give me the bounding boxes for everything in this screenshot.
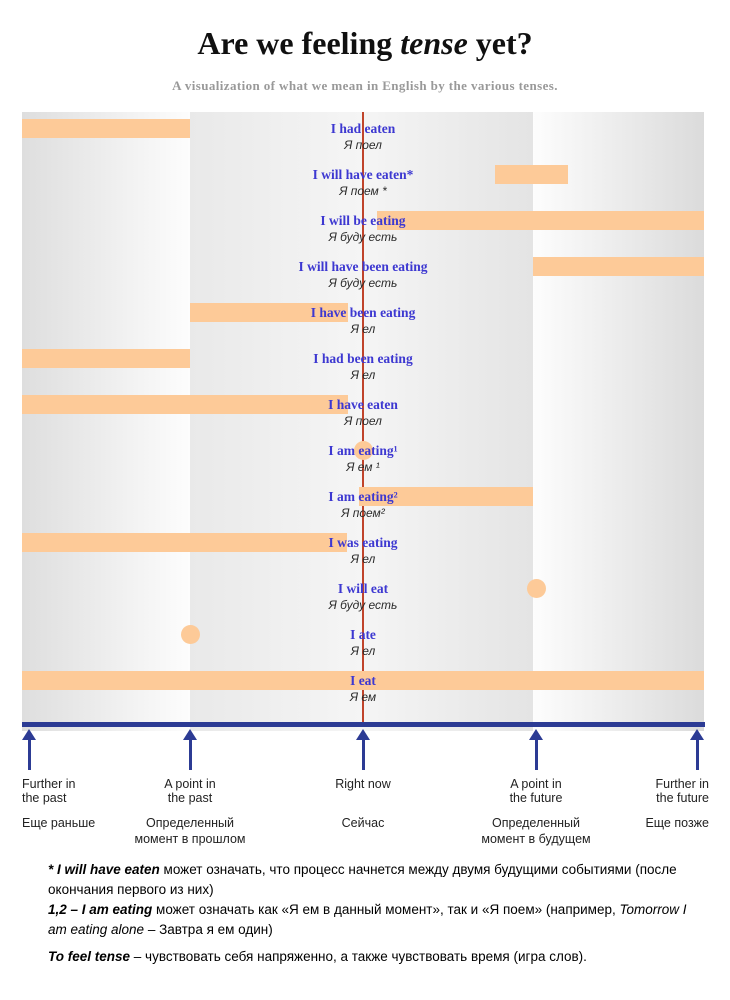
timeline-arrow-icon	[188, 739, 192, 770]
tense-label-english: I have been eating	[310, 305, 416, 320]
tense-label-russian: Я ел	[350, 552, 376, 566]
footnotes: * I will have eaten может означать, что …	[48, 860, 698, 967]
timeline-arrow-icon	[529, 729, 543, 740]
timeline-label-english: Further in the future	[655, 777, 710, 805]
past-region-panel	[22, 112, 190, 731]
tense-moment-dot	[526, 579, 546, 598]
tense-span-bar	[495, 165, 568, 184]
footnote-segment: – чувствовать себя напряженно, а также ч…	[130, 949, 587, 964]
timeline-arrow-icon	[690, 729, 704, 740]
tense-span-bar	[190, 303, 348, 322]
tense-label-english: I will have been eating	[298, 259, 428, 274]
timeline-label-russian: Сейчас	[341, 816, 385, 830]
timeline-arrow-icon	[361, 739, 365, 770]
footnote-segment: может означать как «Я ем в данный момент…	[152, 902, 620, 917]
timeline-axis	[22, 722, 705, 727]
tense-span-bar	[22, 349, 190, 368]
tense-label-russian: Я поем²	[341, 506, 385, 520]
timeline-arrow-icon	[22, 729, 36, 740]
footnote-segment: To feel tense	[48, 949, 131, 964]
page-title: Are we feeling tense yet?	[0, 24, 730, 62]
tense-label-english: I had been eating	[313, 351, 413, 366]
tense-span-bar	[533, 257, 704, 276]
footnote-segment: может означать, что процесс начнется меж…	[48, 862, 677, 897]
tense-moment-dot	[180, 625, 200, 644]
tense-label-russian: Я буду есть	[328, 598, 398, 612]
tense-span-bar	[377, 211, 704, 230]
timeline-label-english: Further in the past	[22, 777, 76, 805]
timeline-label-russian: Еще позже	[645, 816, 709, 830]
tense-label-russian: Я поел	[344, 138, 382, 152]
tense-label-russian: Я буду есть	[328, 230, 398, 244]
tense-label-russian: Я буду есть	[328, 276, 398, 290]
tense-span-bar	[22, 119, 190, 138]
tense-label-english: I will eat	[337, 581, 389, 596]
footnote-segment: – Завтра я ем один)	[144, 922, 273, 937]
footnote-segment: * I will have eaten	[48, 862, 160, 877]
timeline-label-russian: Еще раньше	[22, 816, 96, 830]
tense-label-russian: Я ем ¹	[346, 460, 380, 474]
footnote-paragraph: To feel tense – чувствовать себя напряже…	[48, 947, 698, 967]
page-subtitle: A visualization of what we mean in Engli…	[172, 78, 558, 93]
tense-span-bar	[22, 671, 704, 690]
tense-label-english: I am eating¹	[328, 443, 398, 458]
timeline-arrow-icon	[695, 739, 699, 770]
tense-label-russian: Я ел	[350, 644, 376, 658]
tense-label-english: I was eating	[328, 535, 398, 550]
now-line	[362, 112, 364, 727]
tense-label-russian: Я поел	[344, 414, 382, 428]
title-segment: yet?	[467, 25, 533, 61]
tense-label-russian: Я ел	[350, 368, 376, 382]
footnote-paragraph: 1,2 – I am eating может означать как «Я …	[48, 900, 698, 940]
tense-span-bar	[22, 533, 347, 552]
tense-label-english: I will be eating	[320, 213, 406, 228]
tense-moment-dot	[353, 441, 373, 460]
timeline-label-english: A point in the future	[509, 777, 563, 805]
tense-label-english: I am eating²	[328, 489, 398, 504]
footnote-segment: Tomorrow I am eating alone	[48, 902, 687, 937]
timeline-label-english: A point in the past	[164, 777, 216, 805]
timeline-label-english: Right now	[335, 777, 391, 791]
timeline-arrow-icon	[356, 729, 370, 740]
tense-label-russian: Я ел	[350, 322, 376, 336]
timeline-arrow-icon	[27, 739, 31, 770]
tense-label-russian: Я ем	[349, 690, 377, 704]
timeline-label-russian: Определенный момент в прошлом	[134, 816, 246, 846]
tense-label-english: I have eaten	[328, 397, 398, 412]
footnote-paragraph: * I will have eaten может означать, что …	[48, 860, 698, 900]
tense-label-english: I had eaten	[330, 121, 396, 136]
tense-span-bar	[359, 487, 533, 506]
timeline-arrow-icon	[183, 729, 197, 740]
tense-label-english: I ate	[350, 627, 376, 642]
title-segment: tense	[400, 25, 468, 61]
title-segment: Are we feeling	[197, 25, 401, 61]
tense-label-russian: Я поем *	[339, 184, 387, 198]
footnote-segment: 1,2 – I am eating	[48, 902, 153, 917]
chart-area: I had eaten Я поел I will have eaten* Я пое…	[22, 112, 705, 731]
timeline-arrow-icon	[534, 739, 538, 770]
tense-span-bar	[22, 395, 348, 414]
tense-label-english: I will have eaten*	[312, 167, 414, 182]
tense-label-english: I eat	[350, 673, 376, 688]
timeline-label-russian: Определенный момент в будущем	[481, 816, 591, 846]
